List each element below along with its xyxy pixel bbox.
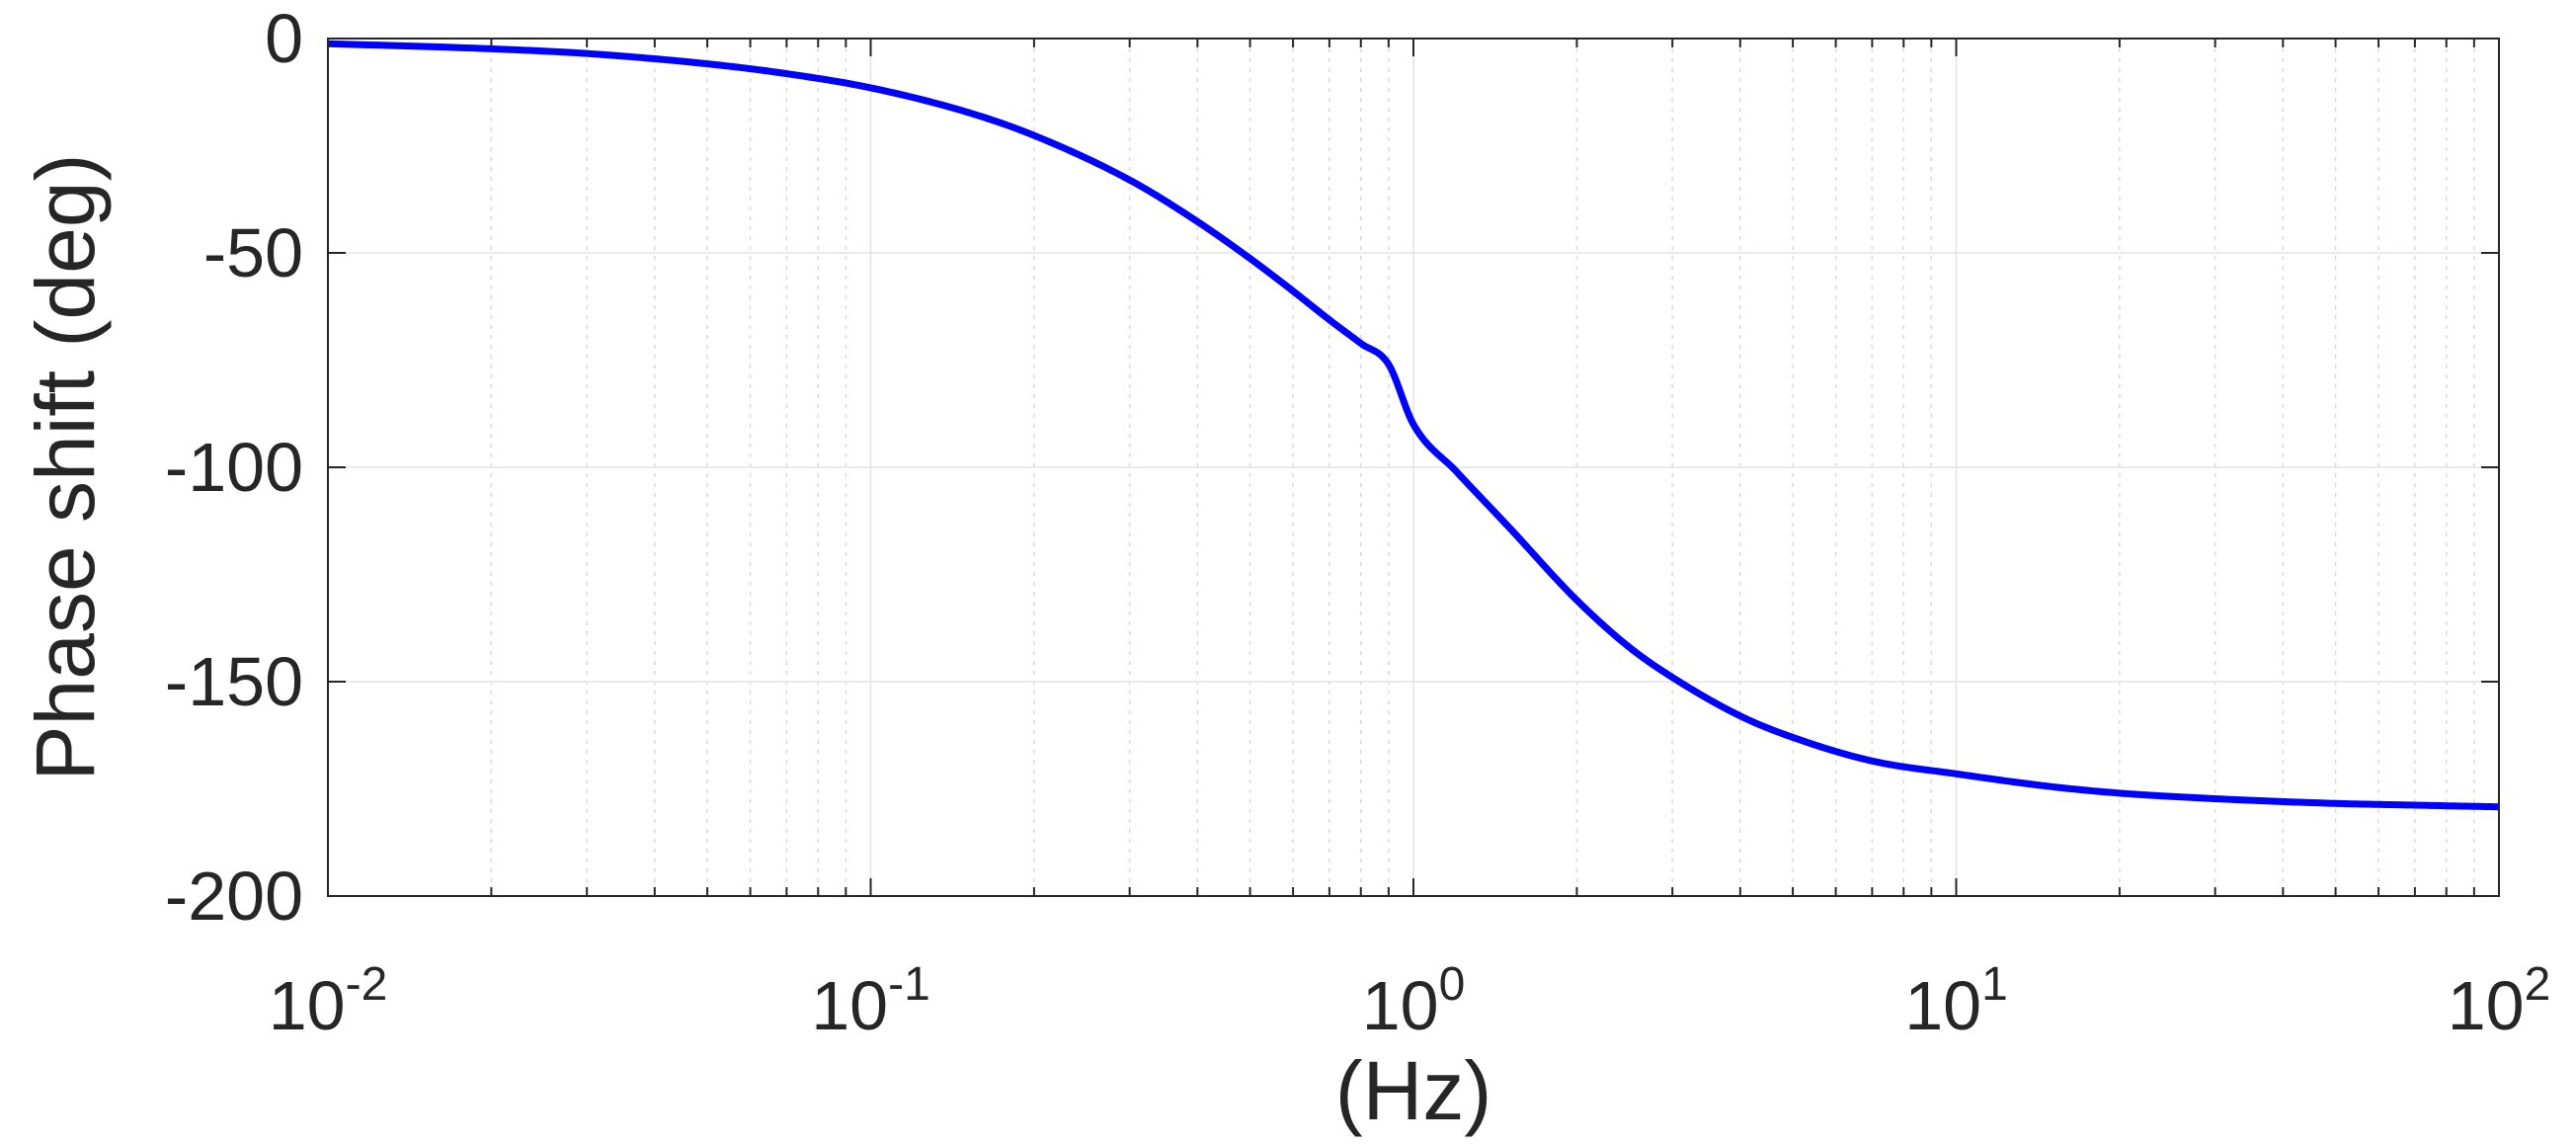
y-axis-label: Phase shift (deg) bbox=[19, 153, 112, 780]
x-tick-label: 10-2 bbox=[269, 958, 388, 1044]
y-tick-label: -200 bbox=[165, 858, 303, 935]
y-tick-label: 0 bbox=[265, 0, 303, 77]
x-tick-base: 10 bbox=[269, 967, 346, 1044]
series-layer bbox=[328, 40, 2499, 811]
y-tick-label: -100 bbox=[165, 429, 303, 506]
x-tick-exponent: -2 bbox=[346, 958, 388, 1011]
x-tick-exponent: 0 bbox=[1439, 958, 1466, 1011]
y-tick-labels: 0 -50 -100 -150 -200 bbox=[165, 0, 303, 935]
x-tick-label: 102 bbox=[2448, 958, 2551, 1044]
x-tick-label: 100 bbox=[1362, 958, 1466, 1044]
y-tick-label: -150 bbox=[165, 643, 303, 720]
x-tick-base: 10 bbox=[1904, 967, 1981, 1044]
x-tick-base: 10 bbox=[811, 967, 888, 1044]
x-tick-exponent: 2 bbox=[2525, 958, 2551, 1011]
series-line bbox=[328, 40, 2499, 811]
x-axis-label: (Hz) bbox=[1335, 1044, 1492, 1137]
y-tick-label: -50 bbox=[203, 214, 303, 291]
x-tick-label: 10-1 bbox=[811, 958, 930, 1044]
x-tick-base: 10 bbox=[1362, 967, 1439, 1044]
tick-marks bbox=[327, 38, 2500, 897]
x-tick-labels: 10-2 10-1 100 101 102 bbox=[269, 958, 2551, 1044]
x-tick-label: 101 bbox=[1904, 958, 2008, 1044]
x-tick-exponent: 1 bbox=[1981, 958, 2008, 1011]
x-tick-base: 10 bbox=[2448, 967, 2525, 1044]
x-tick-exponent: -1 bbox=[888, 958, 930, 1011]
